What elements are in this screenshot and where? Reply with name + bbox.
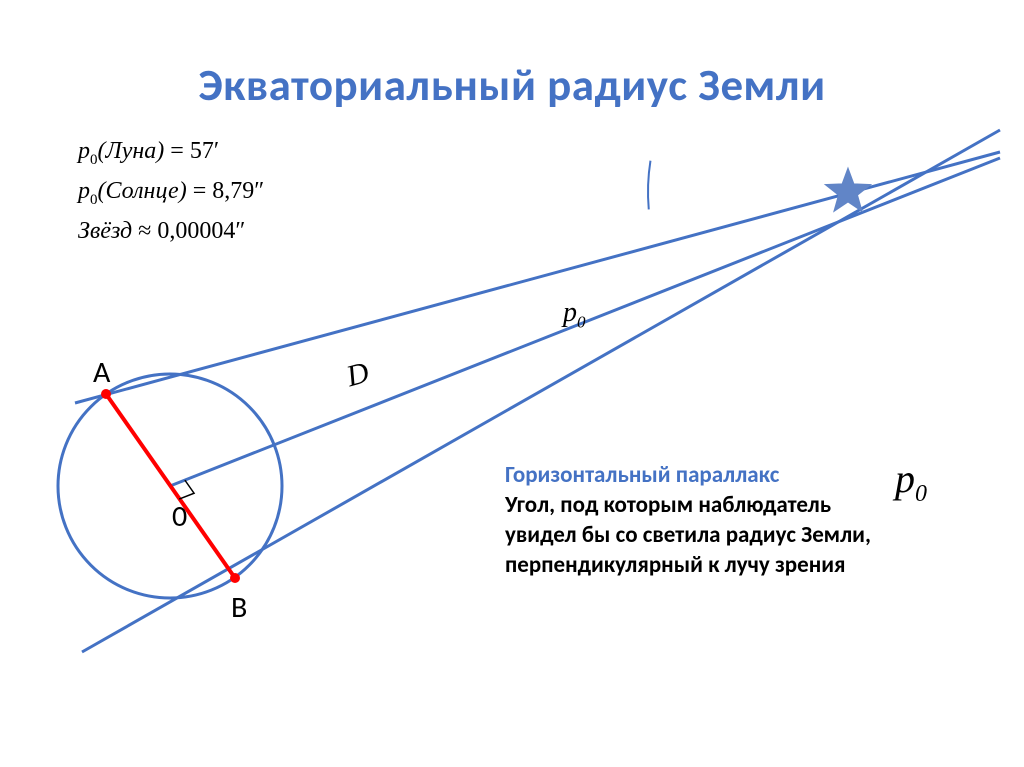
definition-body: Угол, под которым наблюдатель увидел бы … <box>505 491 871 579</box>
label-p0-angle: p0 <box>563 297 586 333</box>
label-o: 0 <box>172 498 187 535</box>
parallax-diagram <box>0 0 1024 767</box>
label-p0-large: p0 <box>895 455 927 508</box>
star-icon <box>825 168 871 211</box>
point-b-dot <box>230 573 240 583</box>
angle-arc <box>648 161 650 210</box>
diameter-line <box>106 394 235 578</box>
definition-text: Горизонтальный параллакс Угол, под котор… <box>505 461 885 581</box>
label-b: B <box>231 589 247 626</box>
label-a: A <box>93 354 110 391</box>
definition-heading: Горизонтальный параллакс <box>505 461 779 489</box>
